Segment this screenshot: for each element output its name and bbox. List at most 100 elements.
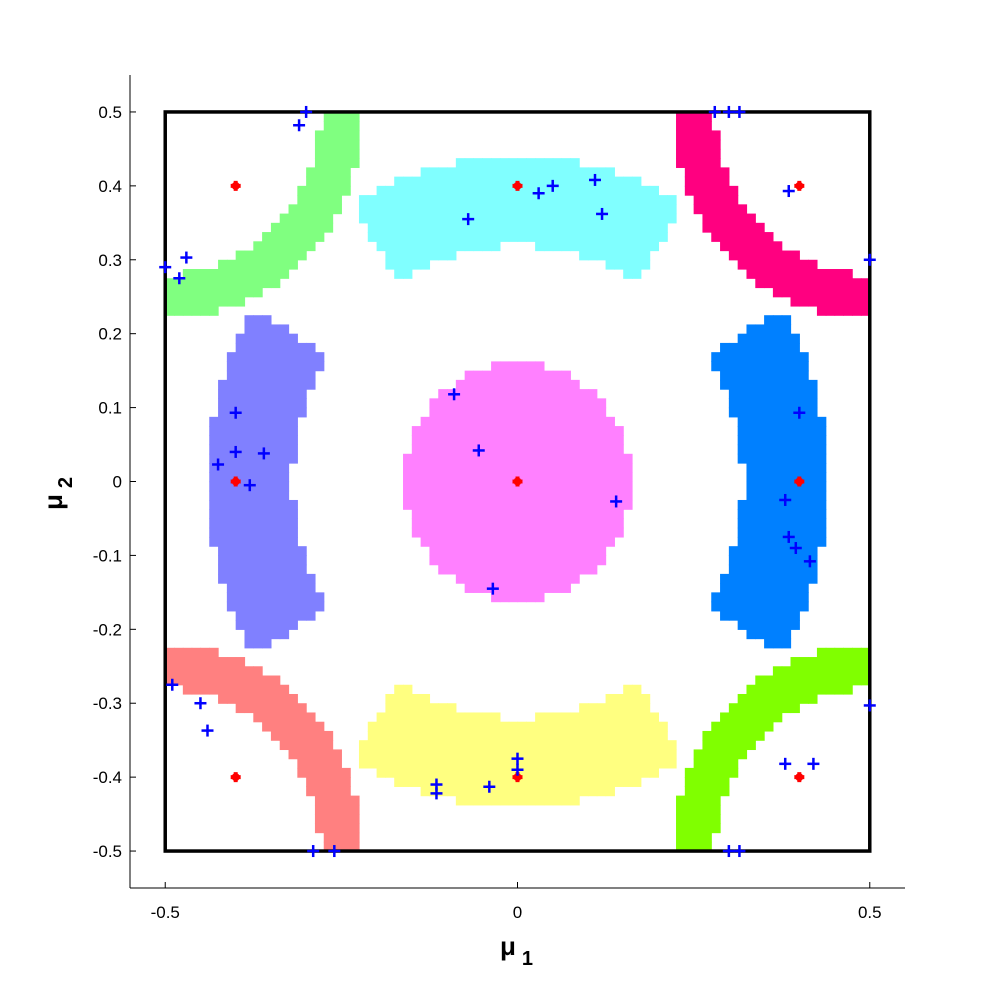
region-cell [737,352,748,362]
region-cell [711,730,721,741]
region-cell [764,250,774,261]
region-cell [464,740,475,751]
region-cell [447,250,457,261]
region-cell [711,158,721,168]
region-cell [279,269,290,279]
region-cell [535,555,545,566]
region-cell [570,564,580,575]
region-cell [808,509,818,520]
region-cell [640,693,651,704]
region-cell [447,195,457,205]
region-cell [517,592,527,603]
region-cell [350,121,360,132]
region-cell [279,324,290,335]
region-cell [781,527,792,538]
region-cell [570,167,580,178]
region-cell [764,675,774,686]
region-cell [790,342,800,353]
region-cell [279,259,290,270]
region-cell [587,712,598,723]
region-cell [543,758,554,769]
region-cell [491,158,501,168]
region-cell [455,795,466,806]
y-tick-label: -0.4 [93,768,122,787]
region-cell [455,222,466,233]
region-cell [596,730,607,741]
region-cell [535,361,545,372]
region-cell [535,444,545,455]
region-2 [358,684,677,806]
region-cell [429,222,439,233]
region-cell [253,620,263,630]
region-cell [860,287,871,298]
region-cell [244,592,254,603]
region-cell [420,509,431,520]
region-cell [781,546,792,557]
region-cell [728,370,739,381]
region-cell [552,564,563,575]
region-cell [323,795,334,806]
region-cell [755,379,765,390]
region-cell [799,592,809,603]
region-cell [447,703,457,714]
region-cell [746,555,756,566]
region-cell [535,416,545,427]
region-cell [464,416,475,427]
region-cell [288,749,298,760]
region-cell [455,564,466,575]
region-cell [570,573,580,584]
region-cell [596,250,607,261]
region-cell [482,435,492,446]
region-cell [640,232,651,242]
region-cell [297,361,307,372]
region-cell [473,490,483,501]
region-cell [499,555,510,566]
region-cell [499,398,510,409]
region-cell [799,444,809,455]
region-cell [341,832,351,843]
region-cell [420,777,431,787]
region-cell [499,416,510,427]
region-cell [649,185,660,196]
region-cell [720,592,730,603]
region-cell [596,786,607,797]
region-cell [772,564,783,575]
region-cell [429,407,439,418]
region-cell [420,786,431,797]
region-cell [711,777,721,787]
region-cell [367,730,378,741]
region-cell [764,407,774,418]
region-cell [543,444,554,455]
region-cell [552,490,563,501]
region-cell [517,435,527,446]
region-cell [772,583,783,593]
region-cell [764,232,774,242]
region-cell [491,444,501,455]
region-cell [711,823,721,834]
region-cell [262,389,272,399]
region-cell [464,758,475,769]
region-cell [631,204,642,215]
region-cell [288,361,298,372]
region-cell [579,536,589,547]
region-cell [702,139,712,150]
region-cell [350,139,360,150]
region-cell [473,555,483,566]
region-cell [482,564,492,575]
region-cell [473,499,483,510]
region-cell [314,601,325,612]
region-cell [332,841,342,852]
region-cell [350,795,360,806]
region-cell [570,426,580,436]
region-cell [288,730,298,741]
region-cell [623,259,633,270]
region-cell [508,407,519,418]
region-cell [262,333,272,344]
region-cell [570,416,580,427]
region-cell [235,601,246,612]
region-cell [482,407,492,418]
region-cell [552,509,563,520]
region-cell [764,583,774,593]
region-cell [526,730,536,741]
region-cell [314,823,325,834]
